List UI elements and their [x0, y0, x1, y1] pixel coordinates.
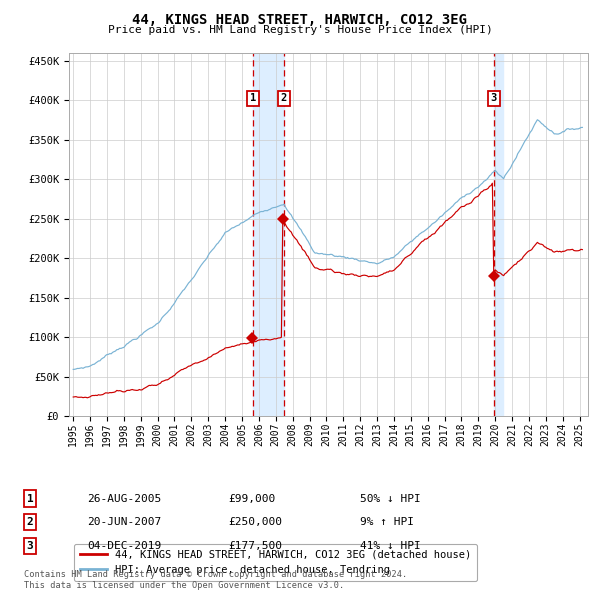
- Text: 2: 2: [26, 517, 34, 527]
- Text: 50% ↓ HPI: 50% ↓ HPI: [360, 494, 421, 503]
- Legend: 44, KINGS HEAD STREET, HARWICH, CO12 3EG (detached house), HPI: Average price, d: 44, KINGS HEAD STREET, HARWICH, CO12 3EG…: [74, 543, 478, 581]
- Text: 41% ↓ HPI: 41% ↓ HPI: [360, 541, 421, 550]
- Text: 26-AUG-2005: 26-AUG-2005: [87, 494, 161, 503]
- Text: Price paid vs. HM Land Registry's House Price Index (HPI): Price paid vs. HM Land Registry's House …: [107, 25, 493, 35]
- Text: 1: 1: [250, 93, 256, 103]
- Text: 9% ↑ HPI: 9% ↑ HPI: [360, 517, 414, 527]
- Text: £99,000: £99,000: [228, 494, 275, 503]
- Text: 3: 3: [491, 93, 497, 103]
- Text: Contains HM Land Registry data © Crown copyright and database right 2024.: Contains HM Land Registry data © Crown c…: [24, 570, 407, 579]
- Text: £250,000: £250,000: [228, 517, 282, 527]
- Text: 2: 2: [281, 93, 287, 103]
- Text: 04-DEC-2019: 04-DEC-2019: [87, 541, 161, 550]
- Bar: [253, 53, 284, 416]
- Text: 1: 1: [26, 494, 34, 503]
- Text: 44, KINGS HEAD STREET, HARWICH, CO12 3EG: 44, KINGS HEAD STREET, HARWICH, CO12 3EG: [133, 13, 467, 27]
- Text: 20-JUN-2007: 20-JUN-2007: [87, 517, 161, 527]
- Text: This data is licensed under the Open Government Licence v3.0.: This data is licensed under the Open Gov…: [24, 581, 344, 589]
- Text: £177,500: £177,500: [228, 541, 282, 550]
- Text: 3: 3: [26, 541, 34, 550]
- Bar: [494, 53, 503, 416]
